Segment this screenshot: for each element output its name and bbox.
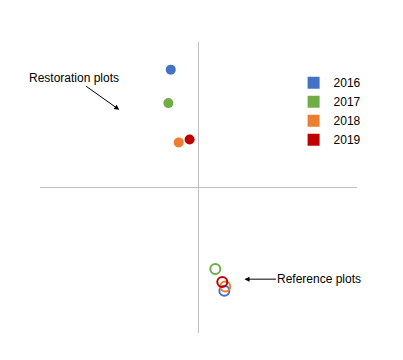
svg-text:2017: 2017 (334, 95, 361, 109)
svg-text:Reference plots: Reference plots (277, 272, 361, 286)
svg-text:2019: 2019 (334, 133, 361, 147)
svg-text:2016: 2016 (334, 76, 361, 90)
svg-text:2018: 2018 (334, 114, 361, 128)
svg-text:Restoration plots: Restoration plots (29, 71, 119, 85)
